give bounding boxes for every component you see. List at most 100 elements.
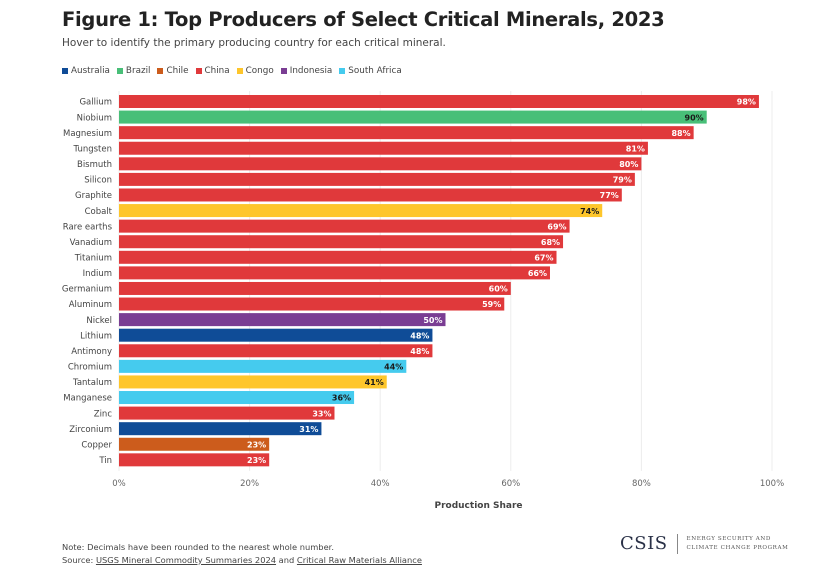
bar-copper[interactable] bbox=[119, 437, 270, 451]
category-label: Titanium bbox=[74, 254, 112, 264]
category-label: Tungsten bbox=[73, 144, 112, 154]
bar-niobium[interactable] bbox=[119, 110, 707, 124]
x-tick-label: 40% bbox=[371, 479, 390, 489]
source-and: and bbox=[276, 555, 297, 565]
data-label: 80% bbox=[619, 160, 638, 169]
chart-subtitle: Hover to identify the primary producing … bbox=[62, 37, 446, 49]
x-axis-title: Production Share bbox=[434, 501, 522, 511]
data-label: 23% bbox=[247, 456, 266, 465]
legend-item-chile[interactable]: Chile bbox=[157, 66, 189, 76]
bar-cobalt[interactable] bbox=[119, 204, 603, 218]
data-label: 68% bbox=[541, 238, 560, 247]
x-tick-label: 20% bbox=[240, 479, 259, 489]
data-label: 81% bbox=[626, 144, 645, 153]
bar-silicon[interactable] bbox=[119, 172, 635, 186]
csis-logo-mark: CSIS bbox=[620, 533, 668, 554]
x-tick-label: 100% bbox=[760, 479, 784, 489]
category-label: Magnesium bbox=[63, 129, 112, 139]
data-label: 77% bbox=[600, 191, 619, 200]
legend-item-china[interactable]: China bbox=[195, 66, 230, 76]
category-label: Rare earths bbox=[63, 222, 113, 232]
source-line: Source: USGS Mineral Commodity Summaries… bbox=[62, 554, 422, 567]
footnote: Note: Decimals have been rounded to the … bbox=[62, 541, 422, 567]
x-tick-label: 0% bbox=[112, 479, 126, 489]
bar-indium[interactable] bbox=[119, 266, 550, 280]
legend-label: Congo bbox=[245, 66, 274, 76]
category-label: Indium bbox=[83, 269, 112, 279]
legend-label: Australia bbox=[71, 66, 110, 76]
bar-chart: 0% 20% 40% 60% 80% 100% Production Share Galliu… bbox=[62, 91, 784, 511]
bar-lithium[interactable] bbox=[119, 328, 433, 342]
note-text: Note: Decimals have been rounded to the … bbox=[62, 542, 334, 552]
data-label: 88% bbox=[671, 129, 690, 138]
legend-swatch bbox=[62, 68, 68, 74]
category-label: Tantalum bbox=[72, 378, 112, 388]
legend-label: China bbox=[204, 66, 230, 76]
legend-swatch bbox=[236, 68, 243, 74]
x-tick-label: 60% bbox=[501, 479, 520, 489]
category-label: Zinc bbox=[94, 409, 113, 419]
usgs-source-link[interactable]: USGS Mineral Commodity Summaries 2024 bbox=[95, 555, 277, 565]
category-label: Copper bbox=[81, 440, 112, 450]
category-label: Niobium bbox=[77, 113, 112, 123]
data-label: 31% bbox=[299, 425, 318, 434]
bar-bismuth[interactable] bbox=[119, 157, 642, 171]
legend-item-brazil[interactable]: Brazil bbox=[116, 66, 151, 76]
bar-manganese[interactable] bbox=[119, 391, 355, 405]
bar-titanium[interactable] bbox=[119, 250, 557, 264]
data-label: 33% bbox=[312, 409, 331, 418]
legend-item-australia[interactable]: Australia bbox=[62, 66, 110, 76]
legend-label: Brazil bbox=[125, 66, 151, 76]
category-label: Chromium bbox=[68, 363, 112, 373]
bar-rare-earths[interactable] bbox=[119, 219, 570, 233]
data-label: 41% bbox=[365, 378, 384, 387]
category-label: Cobalt bbox=[85, 207, 113, 217]
legend-item-congo[interactable]: Congo bbox=[236, 66, 274, 76]
bar-zinc[interactable] bbox=[119, 406, 335, 420]
bar-magnesium[interactable] bbox=[119, 126, 694, 140]
legend-swatch bbox=[157, 68, 164, 74]
legend-swatch bbox=[116, 68, 123, 74]
program-name: ENERGY SECURITY AND CLIMATE CHANGE PROGR… bbox=[687, 535, 789, 553]
data-label: 59% bbox=[482, 300, 501, 309]
data-label: 90% bbox=[685, 113, 704, 122]
legend-label: Chile bbox=[166, 66, 189, 76]
bar-vanadium[interactable] bbox=[119, 235, 564, 249]
bar-aluminum[interactable] bbox=[119, 297, 505, 311]
category-label: Germanium bbox=[62, 285, 112, 295]
crma-source-link[interactable]: Critical Raw Materials Alliance bbox=[296, 555, 422, 565]
legend-swatch bbox=[280, 68, 287, 74]
category-label: Graphite bbox=[75, 191, 112, 201]
category-label: Gallium bbox=[79, 98, 112, 108]
data-label: 60% bbox=[489, 285, 508, 294]
bar-graphite[interactable] bbox=[119, 188, 622, 202]
category-label: Zirconium bbox=[69, 425, 112, 435]
bar-zirconium[interactable] bbox=[119, 422, 322, 436]
category-label: Aluminum bbox=[69, 300, 112, 310]
x-tick-label: 80% bbox=[632, 479, 651, 489]
bar-tungsten[interactable] bbox=[119, 141, 648, 155]
category-label: Silicon bbox=[84, 176, 112, 186]
bar-chromium[interactable] bbox=[119, 359, 407, 373]
category-label: Manganese bbox=[63, 394, 112, 404]
category-label: Antimony bbox=[71, 347, 112, 357]
bar-nickel[interactable] bbox=[119, 313, 446, 327]
bar-gallium[interactable] bbox=[119, 95, 759, 108]
bar-tin[interactable] bbox=[119, 453, 270, 467]
legend-item-south-africa[interactable]: South Africa bbox=[339, 66, 402, 76]
legend-item-indonesia[interactable]: Indonesia bbox=[280, 66, 332, 76]
data-label: 48% bbox=[410, 331, 429, 340]
legend: Australia Brazil Chile China Congo Indonesia S… bbox=[62, 66, 402, 76]
category-label: Bismuth bbox=[77, 160, 112, 170]
legend-label: South Africa bbox=[348, 66, 402, 76]
chart-title: Figure 1: Top Producers of Select Critic… bbox=[62, 8, 665, 31]
bar-germanium[interactable] bbox=[119, 281, 511, 295]
data-label: 50% bbox=[423, 316, 442, 325]
program-name-line-2: CLIMATE CHANGE PROGRAM bbox=[686, 544, 789, 551]
category-label: Tin bbox=[98, 456, 112, 466]
bar-antimony[interactable] bbox=[119, 344, 433, 358]
bar-tantalum[interactable] bbox=[119, 375, 387, 389]
category-label: Lithium bbox=[80, 331, 112, 341]
data-label: 36% bbox=[332, 394, 351, 403]
data-label: 48% bbox=[410, 347, 429, 356]
